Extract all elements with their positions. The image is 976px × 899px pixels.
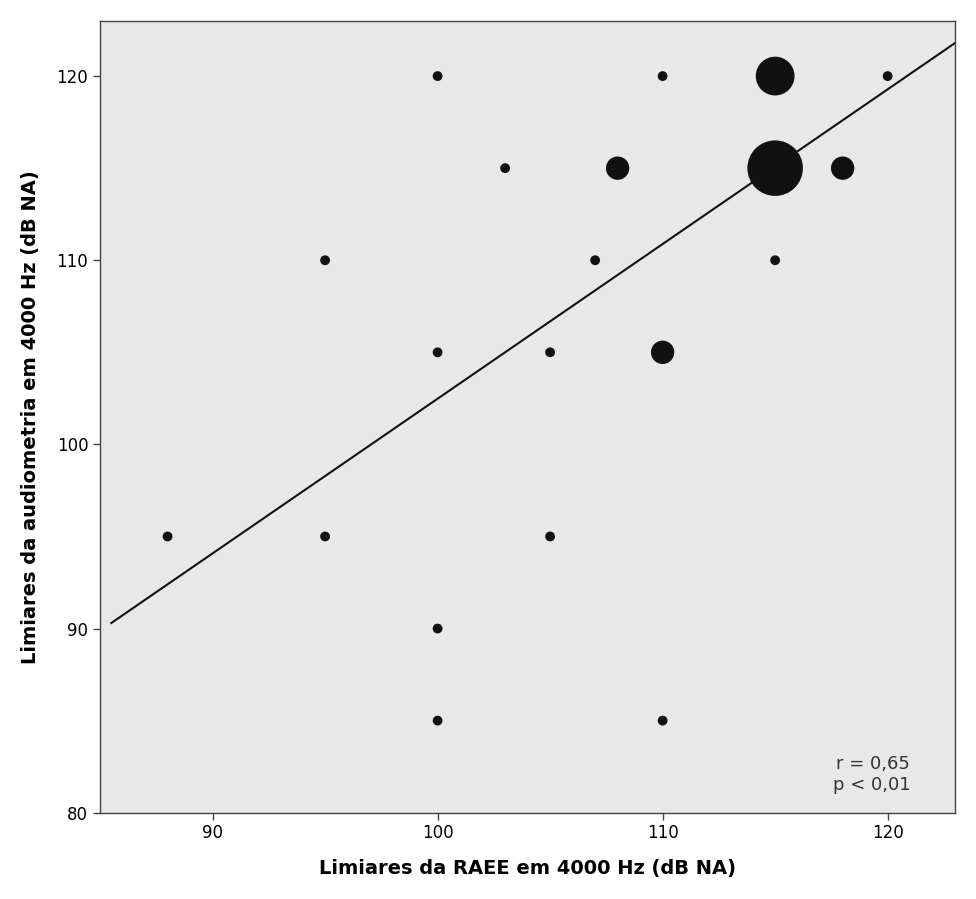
Point	[767, 69, 783, 84]
Point	[588, 253, 603, 267]
Point	[767, 253, 783, 267]
Point	[655, 714, 671, 728]
Point	[317, 253, 333, 267]
Point	[834, 161, 850, 175]
Point	[317, 530, 333, 544]
Point	[429, 621, 445, 636]
Point	[543, 345, 558, 360]
Point	[429, 714, 445, 728]
Point	[655, 69, 671, 84]
Point	[879, 69, 895, 84]
Point	[610, 161, 626, 175]
X-axis label: Limiares da RAEE em 4000 Hz (dB NA): Limiares da RAEE em 4000 Hz (dB NA)	[319, 859, 736, 878]
Point	[160, 530, 176, 544]
Point	[655, 345, 671, 360]
Point	[543, 530, 558, 544]
Point	[429, 345, 445, 360]
Point	[429, 69, 445, 84]
Text: r = 0,65
p < 0,01: r = 0,65 p < 0,01	[833, 755, 911, 795]
Point	[767, 161, 783, 175]
Y-axis label: Limiares da audiometria em 4000 Hz (dB NA): Limiares da audiometria em 4000 Hz (dB N…	[20, 170, 40, 663]
Point	[498, 161, 513, 175]
